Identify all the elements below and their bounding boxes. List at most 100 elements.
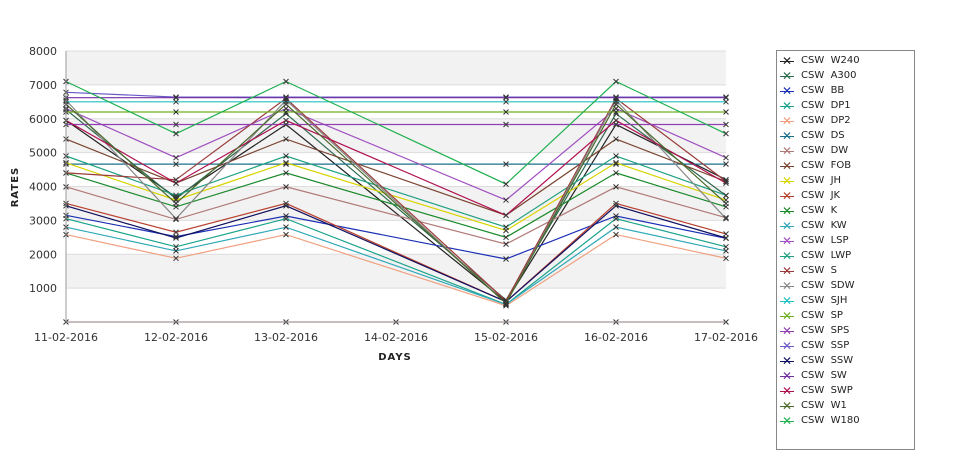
legend-line-swatch (780, 361, 794, 362)
data-point-marker (723, 109, 729, 115)
legend-item: ✕ CSW W240 (777, 54, 914, 67)
series-line (65, 233, 727, 307)
data-point-marker (613, 231, 619, 238)
data-point-marker (173, 200, 179, 207)
data-point-marker (283, 101, 289, 108)
legend-item: ✕ CSW SSW (777, 354, 914, 367)
legend-label: CSW SWP (801, 385, 853, 396)
data-point-marker (173, 121, 179, 128)
legend-label: CSW FOB (801, 160, 852, 171)
legend-marker-icon: ✕ (781, 309, 793, 323)
data-point-marker (723, 214, 729, 221)
data-point-marker (283, 200, 289, 207)
series-line (65, 99, 727, 305)
legend-item: ✕ CSW DP2 (777, 114, 914, 127)
x-tick-label: 17-02-2016 (694, 331, 758, 344)
legend-label: CSW LWP (801, 250, 852, 261)
data-point-marker (283, 159, 289, 166)
legend-label: CSW KW (801, 220, 847, 231)
data-point-marker (503, 300, 509, 307)
data-point-marker (173, 248, 179, 254)
data-point-marker (613, 161, 619, 167)
data-point-marker (723, 215, 729, 222)
legend-line-swatch (780, 391, 794, 392)
legend-item: ✕ CSW BB (777, 84, 914, 97)
series-line (65, 155, 727, 228)
plot-band (66, 51, 726, 85)
data-point-marker (723, 255, 729, 262)
data-point-marker (173, 161, 179, 167)
data-point-marker (613, 109, 619, 115)
legend-label: CSW BB (801, 85, 845, 96)
data-point-marker (283, 202, 289, 209)
series-line (65, 226, 727, 306)
data-point-marker (613, 159, 619, 166)
legend-marker-icon: ✕ (781, 354, 793, 368)
y-tick-label: 5000 (29, 147, 57, 160)
legend-item: ✕ CSW W180 (777, 414, 914, 427)
legend-item: ✕ CSW SP (777, 309, 914, 322)
legend-label: CSW JH (801, 175, 842, 186)
axes: 1000 2000 3000 4000 5000 6000 7000 8000 11-02-20… (29, 45, 758, 344)
line-chart: 1000 2000 3000 4000 5000 6000 7000 8000 11-02-20… (10, 45, 758, 363)
legend-item: ✕ CSW LSP (777, 234, 914, 247)
legend-line-swatch (780, 211, 794, 212)
data-point-marker (723, 98, 729, 105)
data-point-marker (723, 243, 729, 250)
legend-line-swatch (780, 421, 794, 422)
series-csw-sw (63, 94, 729, 101)
y-tick-label: 8000 (29, 45, 57, 58)
legend-marker-icon: ✕ (781, 174, 793, 188)
data-point-marker (503, 161, 509, 167)
legend-line-swatch (780, 106, 794, 107)
legend-item: ✕ CSW SPS (777, 324, 914, 337)
data-point-marker (283, 170, 289, 176)
data-point-marker (173, 109, 179, 115)
legend-item: ✕ CSW A300 (777, 69, 914, 82)
legend-label: CSW DP2 (801, 115, 851, 126)
data-point-marker (173, 180, 179, 186)
legend-marker-icon: ✕ (781, 264, 793, 278)
y-tick-label: 4000 (29, 181, 57, 194)
data-point-marker (613, 94, 619, 101)
data-point-marker (723, 178, 729, 185)
data-point-marker (613, 78, 619, 85)
data-point-marker (173, 215, 179, 222)
legend-marker-icon: ✕ (781, 369, 793, 383)
data-point-marker (613, 101, 619, 108)
legend-marker-icon: ✕ (781, 159, 793, 173)
series-line (65, 80, 727, 185)
data-point-marker (503, 241, 509, 247)
x-axis-title: DAYS (378, 352, 412, 363)
data-point-marker (723, 161, 729, 167)
data-point-marker (283, 231, 289, 238)
data-point-marker (613, 215, 619, 222)
legend-line-swatch (780, 136, 794, 137)
legend-item: ✕ CSW SSP (777, 339, 914, 352)
legend-label: CSW K (801, 205, 838, 216)
plot-band (66, 118, 726, 153)
data-point-marker (723, 154, 729, 161)
legend-label: CSW SW (801, 370, 847, 381)
legend-label: CSW DP1 (801, 100, 851, 111)
data-point-marker (613, 200, 619, 207)
data-point-marker (283, 121, 289, 128)
legend-label: CSW DS (801, 130, 845, 141)
data-point-marker (613, 136, 619, 142)
plot-band (66, 288, 726, 322)
legend-line-swatch (780, 241, 794, 242)
series-csw-dp2 (63, 231, 729, 309)
data-point-marker (283, 153, 289, 159)
legend-label: CSW W180 (801, 415, 860, 426)
data-point-marker (173, 192, 179, 199)
legend-item: ✕ CSW SDW (777, 279, 914, 292)
legend-marker-icon: ✕ (781, 54, 793, 68)
legend-marker-icon: ✕ (781, 144, 793, 158)
legend-line-swatch (780, 121, 794, 122)
chart-legend: ✕ CSW W240 ✕ CSW A300 ✕ CSW BB ✕ CSW DP1 ✕ CSW DP… (776, 50, 915, 450)
data-point-marker (613, 224, 619, 231)
legend-marker-icon: ✕ (781, 234, 793, 248)
series-line (65, 109, 727, 301)
data-point-marker (723, 121, 729, 128)
y-tick-label: 7000 (29, 79, 57, 92)
